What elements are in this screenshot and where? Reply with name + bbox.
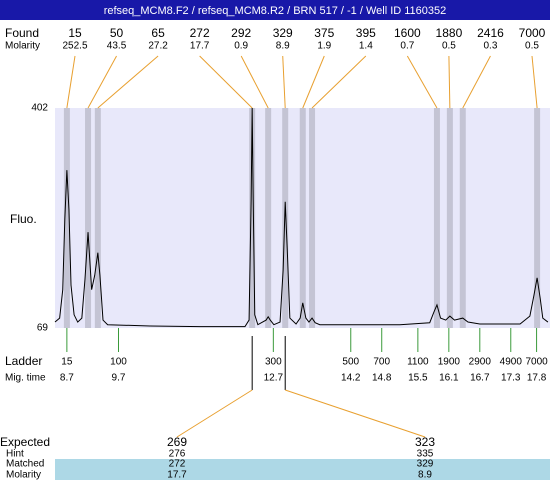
found-size: 7000 <box>519 26 546 40</box>
peak-connector <box>240 55 269 109</box>
peak-connector <box>66 55 76 109</box>
ladder-time: 12.7 <box>264 373 284 384</box>
peak-band <box>299 108 306 328</box>
peak-band <box>265 108 272 328</box>
ladder-size: 7000 <box>525 357 548 368</box>
ladder-time: 8.7 <box>60 373 74 384</box>
ladder-size: 4900 <box>500 357 523 368</box>
ladder-time: 17.8 <box>527 373 547 384</box>
found-size: 1600 <box>394 26 421 40</box>
ladder-time: 14.2 <box>341 373 361 384</box>
found-molarity: 252.5 <box>62 41 87 52</box>
peak-connector <box>282 55 286 109</box>
migtime-label: Mig. time <box>5 373 46 384</box>
found-molarity: 1.9 <box>317 41 331 52</box>
peak-connector <box>87 55 117 109</box>
ladder-time: 16.1 <box>439 373 459 384</box>
expected-size: 323 <box>415 435 435 449</box>
peak-band <box>63 108 70 328</box>
hint-size: 335 <box>417 449 434 460</box>
peak-band <box>446 108 453 328</box>
hint-label: Hint <box>6 449 24 460</box>
y-label: Fluo. <box>10 212 37 226</box>
found-size: 15 <box>68 26 82 40</box>
found-size: 1880 <box>436 26 463 40</box>
found-molarity: 43.5 <box>107 41 127 52</box>
title-bar <box>0 0 550 20</box>
found-size: 375 <box>314 26 334 40</box>
peak-band <box>534 108 541 328</box>
found-molarity: 0.5 <box>525 41 539 52</box>
found-molarity: 1.4 <box>359 41 373 52</box>
found-size: 272 <box>190 26 210 40</box>
peak-band <box>249 108 256 328</box>
found-molarity: 0.7 <box>400 41 414 52</box>
ladder-label: Ladder <box>5 354 42 368</box>
found-molarity: 17.7 <box>190 41 210 52</box>
ladder-size: 700 <box>373 357 390 368</box>
matched-size: 272 <box>169 459 186 470</box>
ladder-time: 9.7 <box>112 373 126 384</box>
peak-connector <box>448 55 451 109</box>
peak-band <box>309 108 316 328</box>
trace <box>54 107 549 328</box>
matched-molarity: 8.9 <box>418 470 432 480</box>
match-connector <box>285 389 426 438</box>
ladder-time: 14.8 <box>372 373 392 384</box>
ladder-size: 100 <box>110 357 127 368</box>
found-molarity: 0.9 <box>234 41 248 52</box>
match-connector <box>176 389 253 438</box>
found-size: 395 <box>356 26 376 40</box>
exp-molarity-label: Molarity <box>6 470 41 480</box>
ladder-size: 300 <box>265 357 282 368</box>
expected-size: 269 <box>167 435 187 449</box>
ladder-size: 500 <box>342 357 359 368</box>
found-molarity: 0.3 <box>484 41 498 52</box>
found-size: 65 <box>151 26 165 40</box>
found-molarity: 0.5 <box>442 41 456 52</box>
found-label: Found <box>5 26 39 40</box>
found-size: 292 <box>231 26 251 40</box>
y-tick-label: 69 <box>37 323 49 334</box>
ladder-size: 1900 <box>438 357 461 368</box>
peak-connector <box>302 55 325 109</box>
peak-connector <box>311 55 367 109</box>
ladder-time: 15.5 <box>408 373 428 384</box>
hint-size: 276 <box>169 449 186 460</box>
peak-band <box>433 108 440 328</box>
peak-connector <box>406 55 438 109</box>
ladder-size: 2900 <box>469 357 492 368</box>
matched-size: 329 <box>417 459 434 470</box>
peak-connector <box>97 55 159 109</box>
peak-connector <box>531 55 538 109</box>
peak-band <box>94 108 101 328</box>
found-molarity: 27.2 <box>148 41 168 52</box>
molarity-label: Molarity <box>5 41 40 52</box>
matched-molarity: 17.7 <box>167 470 187 480</box>
found-size: 2416 <box>477 26 504 40</box>
ladder-size: 15 <box>61 357 73 368</box>
title: refseq_MCM8.F2 / refseq_MCM8.R2 / BRN 51… <box>104 5 447 17</box>
found-size: 329 <box>273 26 293 40</box>
peak-connector <box>462 55 491 109</box>
expected-label: Expected <box>0 435 50 449</box>
ladder-time: 16.7 <box>470 373 490 384</box>
y-tick-label: 402 <box>31 103 48 114</box>
found-size: 50 <box>110 26 124 40</box>
matched-label: Matched <box>6 459 44 470</box>
peak-band <box>85 108 92 328</box>
found-molarity: 8.9 <box>276 41 290 52</box>
peak-connector <box>199 55 253 109</box>
matched-band <box>55 459 550 480</box>
ladder-time: 17.3 <box>501 373 521 384</box>
ladder-size: 1100 <box>407 357 429 368</box>
peak-band <box>459 108 466 328</box>
